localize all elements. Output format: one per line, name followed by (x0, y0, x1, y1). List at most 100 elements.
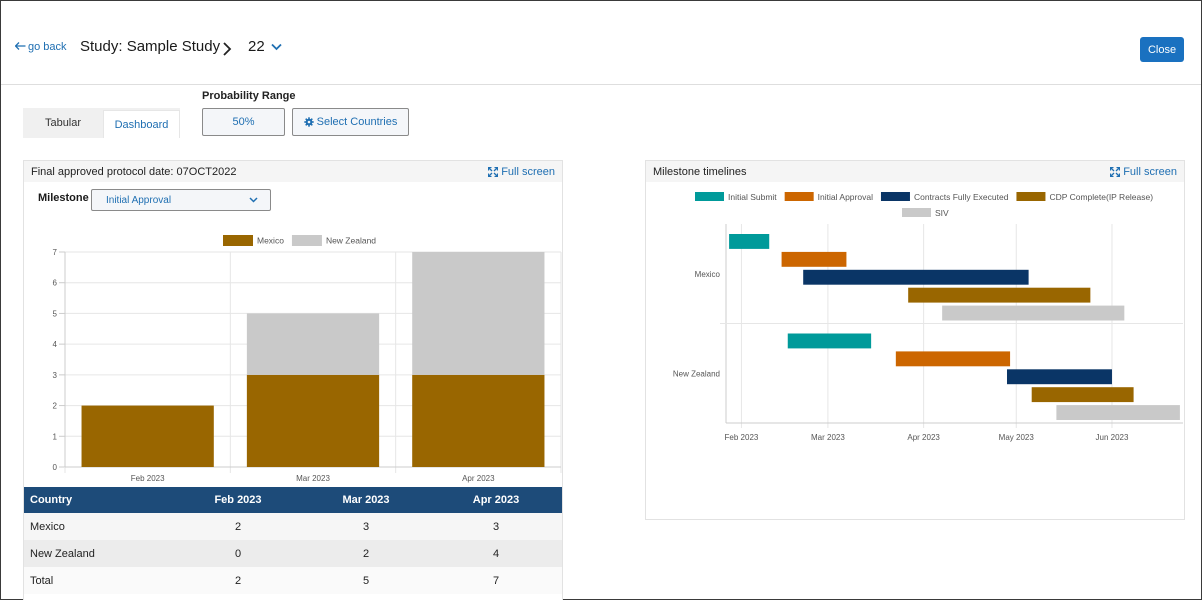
table-cell: Total (24, 567, 174, 594)
bar (412, 374, 545, 467)
full-screen-button[interactable]: Full screen (488, 166, 555, 178)
country-table: Country Feb 2023 Mar 2023 Apr 2023 Mexic… (24, 487, 562, 594)
country-count-panel: Final approved protocol date: 07OCT2022 … (23, 160, 563, 600)
gantt-chart: Initial Submit Initial Approval Contracts … (673, 192, 1183, 442)
y-tick-label: 0 (53, 463, 58, 472)
legend-label: CDP Complete(IP Release) (1049, 192, 1153, 202)
bar (246, 374, 380, 467)
timeline-bar (781, 251, 847, 267)
table-header-row: Country Feb 2023 Mar 2023 Apr 2023 (24, 487, 562, 513)
timeline-bar (1006, 369, 1112, 385)
table-row: Total 2 5 7 (24, 567, 562, 594)
panel-header: Milestone timelines Full screen (646, 161, 1184, 182)
tab-tabular[interactable]: Tabular (44, 117, 82, 129)
go-back-link[interactable]: go back (14, 41, 67, 53)
x-tick-label: Apr 2023 (907, 433, 940, 442)
legend-label: Initial Approval (818, 192, 873, 202)
y-tick-label: 1 (53, 432, 58, 441)
column-header: Apr 2023 (430, 487, 562, 513)
table-cell: Mexico (24, 513, 174, 540)
table-row: New Zealand 0 2 4 (24, 540, 562, 567)
legend-label: New Zealand (326, 236, 376, 246)
legend-label: SIV (935, 208, 949, 218)
y-tick-label: 5 (53, 309, 58, 318)
go-back-label: go back (28, 41, 67, 53)
timeline-bar (1056, 405, 1180, 420)
select-countries-button[interactable]: Select Countries (292, 108, 409, 136)
chevron-right-icon (223, 42, 232, 56)
probability-range-button[interactable]: 50% (202, 108, 285, 136)
legend-swatch (784, 192, 814, 201)
legend-swatch (880, 192, 910, 201)
table-cell: 0 (174, 540, 302, 567)
timeline-bar (895, 351, 1011, 367)
timeline-bar (803, 269, 1029, 285)
legend-item: CDP Complete(IP Release) (1016, 192, 1153, 202)
table-cell: 2 (302, 540, 430, 567)
table-cell: 2 (174, 567, 302, 594)
column-header: Feb 2023 (174, 487, 302, 513)
column-header: Country (24, 487, 174, 513)
timeline-bar (729, 234, 770, 249)
gear-icon (303, 117, 314, 127)
legend-label: Mexico (257, 236, 284, 246)
table-cell: 7 (430, 567, 562, 594)
bar-chart: Mexico New Zealand 0 1 2 3 4 5 6 7 Feb 2023 Mar 202… (53, 235, 562, 483)
tab-dashboard[interactable]: Dashboard (103, 110, 180, 138)
y-tick-label: 7 (53, 248, 58, 257)
full-screen-label: Full screen (1123, 165, 1177, 178)
expand-icon (1110, 166, 1121, 177)
x-tick-label: Apr 2023 (462, 474, 495, 483)
full-screen-button[interactable]: Full screen (1110, 166, 1177, 178)
table-row: Mexico 2 3 3 (24, 513, 562, 540)
milestone-label: Milestone (38, 192, 89, 204)
bar (412, 252, 545, 375)
milestone-timelines-panel: Milestone timelines Full screen Initial … (645, 160, 1185, 520)
view-tabs: Tabular Dashboard (23, 108, 180, 138)
legend-swatch (902, 208, 931, 217)
panel-header: Final approved protocol date: 07OCT2022 … (24, 161, 562, 182)
legend-label: Contracts Fully Executed (914, 192, 1009, 202)
milestone-dropdown[interactable]: Initial Approval (91, 189, 271, 211)
table-cell: 3 (302, 513, 430, 540)
table-cell: 5 (302, 567, 430, 594)
breadcrumb-value: 22 (248, 38, 265, 55)
legend-swatch (1016, 192, 1046, 201)
x-tick-label: Mar 2023 (296, 474, 330, 483)
timeline-bar (787, 333, 872, 349)
milestone-value: Initial Approval (106, 194, 172, 206)
timeline-bar (1031, 387, 1134, 403)
arrow-left-icon (14, 41, 26, 53)
x-tick-label: Feb 2023 (131, 474, 165, 483)
timeline-bar (942, 305, 1125, 321)
x-tick-label: Feb 2023 (725, 433, 759, 442)
table-cell: 2 (174, 513, 302, 540)
timeline-bar (908, 287, 1091, 303)
expand-icon (488, 166, 499, 177)
full-screen-label: Full screen (501, 165, 555, 178)
breadcrumb-selector[interactable]: 22 (248, 38, 282, 55)
x-tick-label: Jun 2023 (1096, 433, 1129, 442)
protocol-date-title: Final approved protocol date: 07OCT2022 (31, 165, 237, 178)
legend-swatch (695, 192, 724, 201)
chevron-down-icon (249, 197, 258, 203)
y-tick-label: 4 (53, 340, 58, 349)
close-button[interactable]: Close (1140, 37, 1184, 62)
y-tick-label: 2 (53, 402, 58, 411)
y-tick-label: New Zealand (673, 369, 720, 378)
chevron-down-icon (271, 43, 282, 50)
x-tick-label: May 2023 (999, 433, 1035, 442)
legend-item: Initial Approval (784, 192, 873, 202)
probability-range-label: Probability Range (202, 90, 296, 102)
legend-item: Contracts Fully Executed (880, 192, 1009, 202)
milestone-timelines-title: Milestone timelines (653, 165, 747, 178)
column-header: Mar 2023 (302, 487, 430, 513)
y-tick-label: 3 (53, 371, 58, 380)
top-bar: go back Study: Sample Study 22 Close (1, 1, 1201, 85)
y-tick-label: 6 (53, 279, 58, 288)
y-tick-label: Mexico (695, 270, 721, 279)
bar (81, 405, 214, 467)
table-cell: New Zealand (24, 540, 174, 567)
legend-item: Initial Submit (695, 192, 777, 202)
legend-item: SIV (902, 208, 949, 218)
